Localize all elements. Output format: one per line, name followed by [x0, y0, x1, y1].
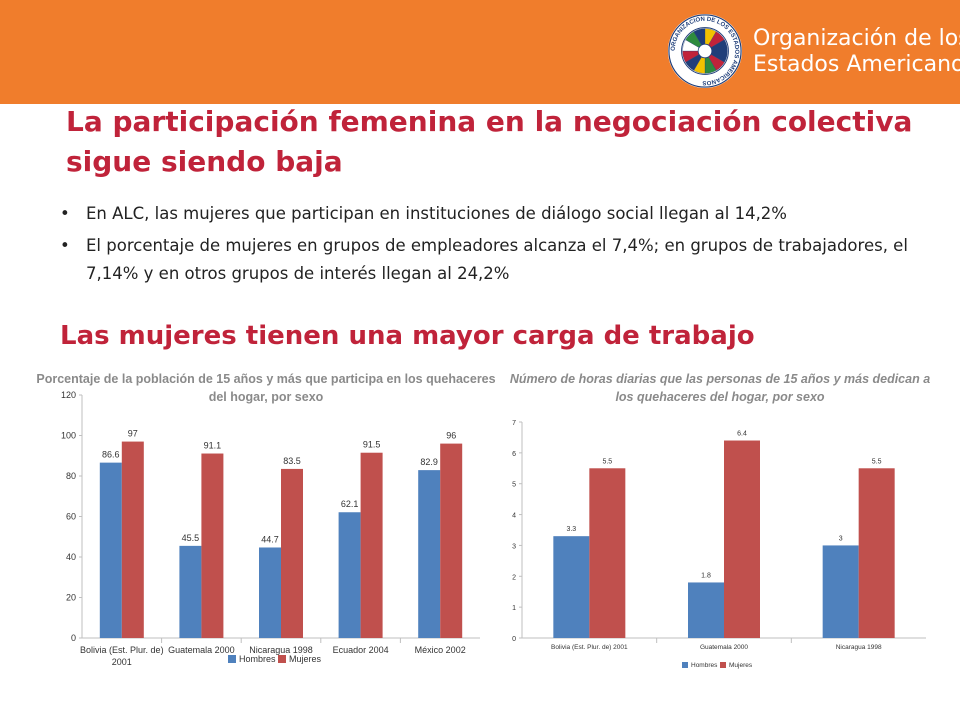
- data-label: 91.1: [204, 441, 222, 451]
- y-tick-label: 7: [512, 420, 516, 427]
- bar-hombres: [553, 536, 590, 638]
- data-label: 82.9: [420, 457, 438, 467]
- chart-participation-percentage: 0 20 40 60 80 100 120 86.6 97 Bolivia (Est. Plur.…: [61, 390, 480, 667]
- bar-hombres: [688, 582, 724, 638]
- y-tick-label: 2: [512, 574, 516, 581]
- bar-hombres: [179, 545, 202, 638]
- data-label: 45.5: [182, 533, 200, 543]
- oas-seal-logo: ORGANIZACION DE LOS ESTADOS AMERICANOS: [667, 13, 743, 89]
- category-label: Ecuador 2004: [333, 645, 389, 655]
- bar-mujeres: [440, 443, 463, 638]
- data-label: 44.7: [261, 534, 279, 544]
- chart1-title: Porcentaje de la población de 15 años y …: [36, 372, 496, 404]
- category-label: Nicaragua 1998: [836, 644, 882, 651]
- legend-label: Hombres: [691, 662, 718, 669]
- bar-mujeres: [121, 441, 144, 638]
- legend-swatch-hombres: [682, 662, 688, 668]
- bar-hombres: [99, 462, 122, 638]
- data-label: 86.6: [102, 450, 120, 460]
- data-label: 5.5: [872, 458, 882, 465]
- y-tick-label: 0: [512, 636, 516, 643]
- data-label: 83.5: [283, 456, 301, 466]
- header-bar: ORGANIZACION DE LOS ESTADOS AMERICANOS O…: [0, 0, 960, 104]
- category-label: Guatemala 2000: [168, 645, 235, 655]
- legend-swatch-hombres: [228, 655, 236, 663]
- chart-legend: Hombres Mujeres: [682, 662, 753, 669]
- org-name-line2: Estados Americanos: [753, 52, 960, 77]
- data-label: 6.4: [737, 431, 747, 438]
- bullet-text: En ALC, las mujeres que participan en in…: [86, 204, 787, 223]
- chart2-title: Número de horas diarias que las personas…: [509, 372, 931, 404]
- data-label: 97: [128, 429, 138, 439]
- bullet-text: El porcentaje de mujeres en grupos de em…: [86, 236, 908, 283]
- category-label: 2001: [112, 657, 132, 667]
- bar-mujeres: [360, 452, 383, 638]
- y-tick-label: 40: [66, 552, 76, 562]
- bar-mujeres: [589, 468, 626, 638]
- y-tick-label: 20: [66, 593, 76, 603]
- bullet-icon: •: [60, 236, 70, 255]
- legend-swatch-mujeres: [278, 655, 286, 663]
- bullet-item: • El porcentaje de mujeres en grupos de …: [60, 232, 940, 288]
- legend-label: Mujeres: [729, 662, 753, 669]
- bullet-list: • En ALC, las mujeres que participan en …: [60, 200, 940, 292]
- bullet-item: • En ALC, las mujeres que participan en …: [60, 200, 940, 228]
- data-label: 3: [839, 535, 843, 542]
- page-title-line2: sigue siendo baja: [66, 145, 343, 178]
- section-subtitle: Las mujeres tienen una mayor carga de tr…: [60, 321, 755, 351]
- category-label: Guatemala 2000: [700, 644, 748, 651]
- y-tick-label: 0: [71, 633, 76, 643]
- bar-hombres: [822, 545, 859, 638]
- legend-label: Hombres: [239, 654, 276, 664]
- page-title-line1: La participación femenina en la negociac…: [66, 105, 913, 138]
- data-label: 1.8: [701, 572, 711, 579]
- y-tick-label: 100: [61, 431, 76, 441]
- y-tick-label: 5: [512, 482, 516, 489]
- bar-mujeres: [201, 453, 224, 638]
- data-label: 96: [446, 431, 456, 441]
- category-label: México 2002: [415, 645, 466, 655]
- category-label: Bolivia (Est. Plur. de) 2001: [551, 644, 628, 651]
- legend-label: Mujeres: [289, 654, 322, 664]
- data-label: 3.3: [566, 526, 576, 533]
- bar-mujeres: [281, 468, 303, 638]
- category-label: Nicaragua 1998: [249, 645, 313, 655]
- chart-legend: Hombres Mujeres: [228, 654, 322, 664]
- bullet-icon: •: [60, 204, 70, 223]
- page-title: La participación femenina en la negociac…: [66, 102, 926, 182]
- bar-hombres: [259, 547, 281, 638]
- y-tick-label: 80: [66, 471, 76, 481]
- y-tick-label: 1: [512, 605, 516, 612]
- category-label: Bolivia (Est. Plur. de): [80, 645, 164, 655]
- bar-mujeres: [858, 468, 895, 638]
- y-tick-label: 120: [61, 390, 76, 400]
- bar-hombres: [418, 470, 441, 638]
- bar-hombres: [338, 512, 361, 638]
- bar-mujeres: [724, 440, 760, 638]
- org-name-line1: Organización de los: [753, 26, 960, 51]
- organization-name: Organización de los Estados Americanos: [753, 26, 960, 78]
- y-tick-label: 60: [66, 512, 76, 522]
- data-label: 91.5: [363, 440, 381, 450]
- chart-daily-hours: 0 1 2 3 4 5 6 7 3.3 5.5 Bolivia (Est. Plur. de) 20…: [512, 420, 926, 669]
- y-tick-label: 3: [512, 543, 516, 550]
- data-label: 5.5: [602, 458, 612, 465]
- y-tick-label: 4: [512, 513, 516, 520]
- data-label: 62.1: [341, 499, 359, 509]
- y-tick-label: 6: [512, 451, 516, 458]
- legend-swatch-mujeres: [720, 662, 726, 668]
